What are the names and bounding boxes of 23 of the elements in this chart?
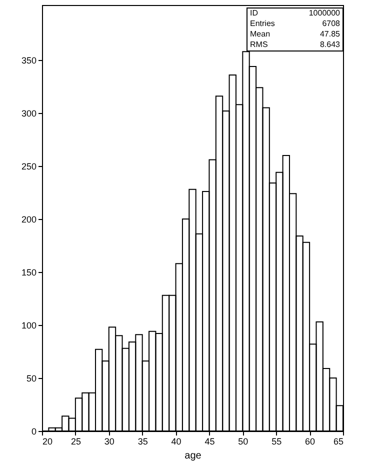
y-tick-label: 100	[21, 320, 36, 331]
x-tick-label: 25	[70, 436, 81, 446]
text: Mean 47.85	[250, 29, 340, 38]
x-tick-label: 50	[238, 436, 248, 446]
x-tick-label: 20	[42, 436, 53, 446]
x-tick-label: 30	[104, 436, 114, 446]
text: RMS 8.643	[250, 40, 340, 49]
y-tick-label: 0	[31, 426, 36, 436]
y-tick-label: 300	[21, 108, 36, 119]
x-tick-label: 65	[333, 436, 344, 446]
x-tick-label: 35	[138, 436, 148, 446]
y-tick-label: 250	[21, 162, 36, 172]
x-tick-label: 55	[272, 436, 282, 446]
x-tick-label: 60	[305, 436, 316, 446]
x-axis-title: age	[184, 450, 202, 462]
text: ID 1000000	[250, 8, 340, 18]
y-tick-label: 50	[26, 374, 36, 384]
y-tick-label: 200	[21, 214, 36, 225]
x-tick-label: 40	[171, 436, 182, 446]
text: Entries 6708	[250, 18, 340, 28]
y-tick-label: 150	[21, 268, 36, 278]
x-tick-label: 45	[204, 436, 215, 446]
y-tick-label: 350	[21, 56, 36, 66]
